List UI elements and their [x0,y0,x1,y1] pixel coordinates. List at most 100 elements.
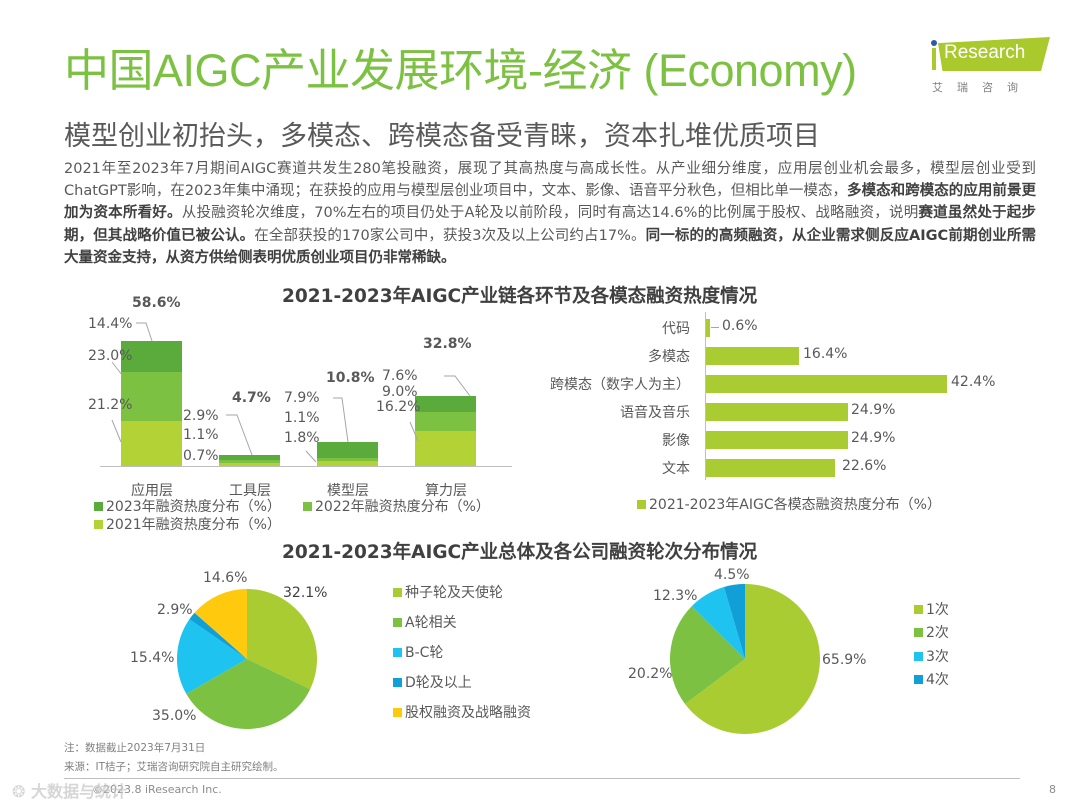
legend-swatch [94,501,103,511]
hbar-legend: 2021-2023年AIGC各模态融资热度分布（%） [637,494,941,514]
bar-seg-2021 [317,461,378,466]
hbar-label-image: 影像 [662,433,690,449]
hbar-code [706,319,710,337]
logo-dot [931,40,937,46]
pie2-legend-4x: 4次 [914,669,949,689]
hbar-label-text: 文本 [662,461,690,477]
legend-swatch [393,647,402,657]
label-tool-2022: 1.1% [183,427,219,443]
pie1-legend-d: D轮及以上 [393,672,472,692]
legend-swatch [914,651,923,661]
label-tool-2023: 2.9% [183,408,219,424]
iresearch-logo: Research 艾瑞咨询 [928,33,1060,103]
pie2-label-2x: 20.2% [628,666,673,682]
label-app-2021: 21.2% [88,397,133,413]
para-bold-2: 赛道虽然处于起步期，但其战略价值已被公认。 [64,205,1036,244]
legend-label: D轮及以上 [405,675,472,691]
legend-swatch [914,674,923,684]
category-model-layer: 模型层 [327,483,369,499]
hbar-value-image: 24.9% [851,430,896,446]
chart-title-bottom: 2021-2023年AIGC产业总体及各公司融资轮次分布情况 [282,542,758,563]
hbar-multimodal [706,347,799,365]
logo-i-stem [932,48,936,70]
pie-2-svg [669,584,820,734]
watermark-logo-icon: ❂ [12,782,31,801]
pie1-legend-seed: 种子轮及天使轮 [393,582,503,602]
label-app-2023: 14.4% [88,316,133,332]
bar-seg-2023 [317,442,378,458]
footer-divider [64,778,1020,779]
legend-label: 2021-2023年AIGC各模态融资热度分布（%） [649,497,941,513]
leader-lines [111,322,471,463]
legend-label: 4次 [926,672,949,688]
legend-label: 股权融资及战略融资 [405,705,531,721]
total-label-tool: 4.7% [232,390,271,406]
logo-flag-shape [938,37,1050,71]
pie-1-svg [176,589,317,730]
bar-seg-2022 [121,372,182,421]
total-label-compute: 32.8% [423,336,472,352]
hbar-value-crossmodal: 42.4% [951,374,996,390]
para-text-1: 2021年至2023年7月期间AIGC赛道共发生280笔投融资，展现了其高热度与… [64,161,1036,200]
label-model-2022: 1.1% [284,410,320,426]
bar-seg-2022 [317,458,378,461]
hbar-label-multimodal: 多模态 [648,349,690,365]
para-text-3: 在全部获投的170家公司中，获投3次及以上公司约占17%。 [254,227,646,244]
para-text-2: 从投融资轮次维度，70%左右的项目仍处于A轮及以前阶段，同时有高达14.6%的比… [181,205,919,222]
legend-2022: 2022年融资热度分布（%） [303,496,490,516]
pie2-label-3x: 12.3% [653,588,698,604]
logo-chinese-text: 艾瑞咨询 [932,81,1032,94]
hbar-label-audio: 语音及音乐 [620,405,690,421]
legend-label: 1次 [926,602,949,618]
leader-line [711,327,719,328]
bar-seg-2021 [219,463,280,466]
hbar-value-code: 0.6% [722,318,758,334]
legend-label: B-C轮 [405,645,444,661]
legend-swatch [637,499,646,509]
legend-label: 2次 [926,625,949,641]
footer-note: 注：数据截止2023年7月31日 [64,742,206,754]
total-label-model: 10.8% [326,370,375,386]
legend-label: 2023年融资热度分布（%） [106,499,281,515]
hbar-image [706,431,848,449]
pie1-label-a: 35.0% [152,708,197,724]
page-title: 中国AIGC产业发展环境-经济 (Economy) [64,45,857,96]
hbar-value-text: 22.6% [842,458,887,474]
bar-seg-2023 [415,396,476,412]
pie2-label-4x: 4.5% [714,567,750,583]
pie2-legend-3x: 3次 [914,646,949,666]
bar-seg-2023 [121,341,182,372]
watermark-text: 大数据与统计 [30,782,127,801]
pie1-label-seed: 32.1% [283,585,328,601]
category-compute-layer: 算力层 [425,483,467,499]
pie2-label-1x: 65.9% [822,652,867,668]
legend-label: A轮相关 [405,615,457,631]
hbar-label-crossmodal: 跨模态（数字人为主） [550,377,690,393]
summary-paragraph: 2021年至2023年7月期间AIGC赛道共发生280笔投融资，展现了其高热度与… [64,158,1036,269]
label-model-2021: 1.8% [284,430,320,446]
para-bold-1: 多模态和跨模态的应用前景更加为资本所看好。 [64,183,1036,222]
legend-swatch [393,587,402,597]
label-tool-2021: 0.7% [183,448,219,464]
hbar-value-audio: 24.9% [851,402,896,418]
hbar-value-multimodal: 16.4% [803,346,848,362]
legend-label: 2022年融资热度分布（%） [315,499,490,515]
footer-source: 来源：IT桔子；艾瑞咨询研究院自主研究绘制。 [64,761,284,773]
pie1-label-equity: 14.6% [203,570,248,586]
category-tool-layer: 工具层 [229,483,271,499]
logo-text: Research [944,42,1026,63]
legend-swatch [914,627,923,637]
legend-swatch [393,677,402,687]
label-compute-2022: 9.0% [382,384,418,400]
bar-seg-2022 [219,460,280,463]
legend-swatch [94,519,103,529]
hbar-crossmodal [706,375,947,393]
legend-swatch [303,501,312,511]
label-app-2022: 23.0% [88,348,133,364]
pie1-label-d: 2.9% [157,602,193,618]
pie2-legend-1x: 1次 [914,599,949,619]
footer-copyright: ©2023.8 iResearch Inc. [92,783,222,796]
legend-swatch [393,707,402,717]
legend-label: 2021年融资热度分布（%） [106,517,281,533]
legend-2023: 2023年融资热度分布（%） [94,496,281,516]
